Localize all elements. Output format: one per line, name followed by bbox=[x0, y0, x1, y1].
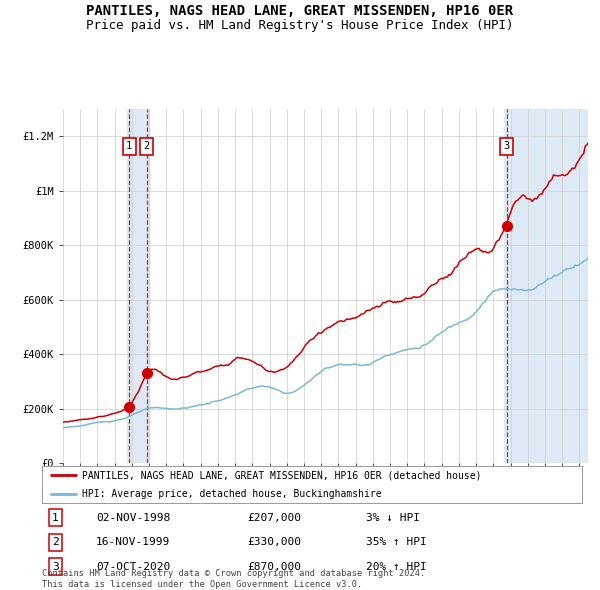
Text: 3: 3 bbox=[503, 142, 510, 151]
Text: 2: 2 bbox=[52, 537, 59, 547]
Bar bbox=[127, 109, 149, 463]
Text: PANTILES, NAGS HEAD LANE, GREAT MISSENDEN, HP16 0ER: PANTILES, NAGS HEAD LANE, GREAT MISSENDE… bbox=[86, 4, 514, 18]
Bar bbox=[504, 109, 588, 463]
Text: 1: 1 bbox=[126, 142, 132, 151]
Text: Contains HM Land Registry data © Crown copyright and database right 2024.
This d: Contains HM Land Registry data © Crown c… bbox=[42, 569, 425, 589]
Text: 07-OCT-2020: 07-OCT-2020 bbox=[96, 562, 170, 572]
Text: 35% ↑ HPI: 35% ↑ HPI bbox=[366, 537, 427, 547]
Text: £330,000: £330,000 bbox=[247, 537, 301, 547]
Text: Price paid vs. HM Land Registry's House Price Index (HPI): Price paid vs. HM Land Registry's House … bbox=[86, 19, 514, 32]
Text: 16-NOV-1999: 16-NOV-1999 bbox=[96, 537, 170, 547]
Text: 2: 2 bbox=[144, 142, 150, 151]
Text: £207,000: £207,000 bbox=[247, 513, 301, 523]
Text: 3% ↓ HPI: 3% ↓ HPI bbox=[366, 513, 420, 523]
Text: 3: 3 bbox=[52, 562, 59, 572]
Text: 1: 1 bbox=[52, 513, 59, 523]
Text: 20% ↑ HPI: 20% ↑ HPI bbox=[366, 562, 427, 572]
Text: 02-NOV-1998: 02-NOV-1998 bbox=[96, 513, 170, 523]
Text: HPI: Average price, detached house, Buckinghamshire: HPI: Average price, detached house, Buck… bbox=[83, 489, 382, 499]
Text: PANTILES, NAGS HEAD LANE, GREAT MISSENDEN, HP16 0ER (detached house): PANTILES, NAGS HEAD LANE, GREAT MISSENDE… bbox=[83, 470, 482, 480]
Text: £870,000: £870,000 bbox=[247, 562, 301, 572]
